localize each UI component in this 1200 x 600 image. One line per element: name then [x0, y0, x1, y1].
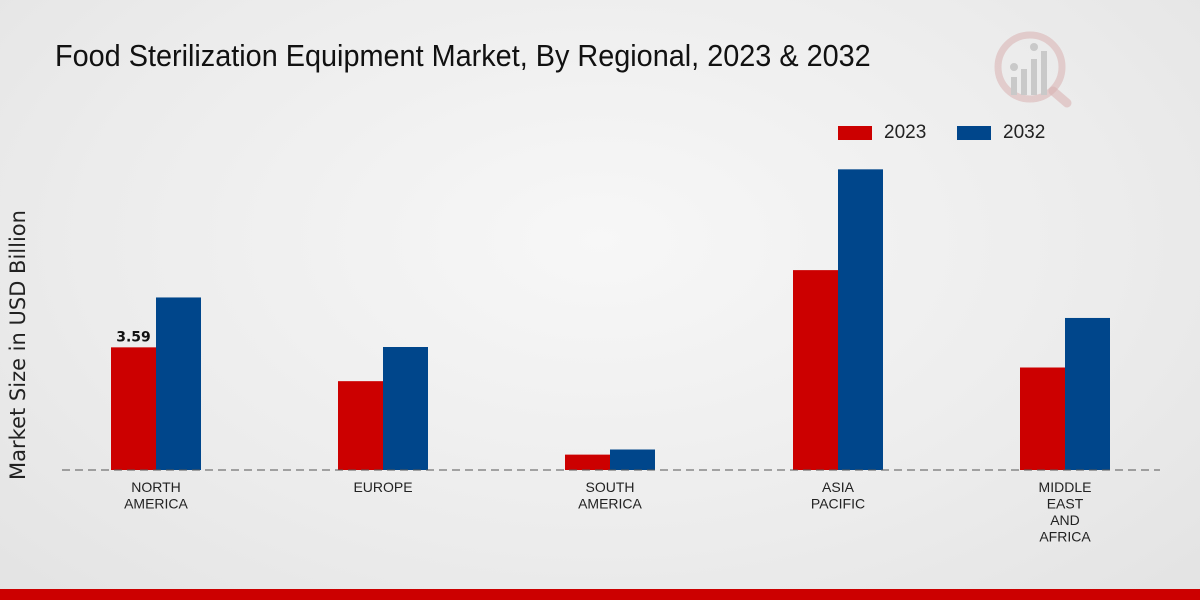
legend-item-2032: 2032: [957, 122, 1045, 144]
legend-swatch-2023: [838, 126, 872, 140]
bar-2023-4: [1020, 367, 1065, 470]
bar-2032-2: [610, 449, 655, 470]
x-tick-label-0: NORTH AMERICA: [124, 479, 188, 512]
legend-label-2023: 2023: [884, 122, 927, 143]
legend-label-2032: 2032: [1003, 122, 1046, 143]
brand-logo-icon: [994, 31, 1072, 108]
x-tick-label-3: ASIA PACIFIC: [811, 479, 865, 512]
x-tick-label-1: EUROPE: [353, 479, 412, 495]
x-tick-label-4: MIDDLE EAST AND AFRICA: [1039, 479, 1092, 545]
bar-2032-3: [838, 169, 883, 471]
legend-swatch-2032: [957, 126, 991, 140]
bar-2032-4: [1065, 317, 1110, 470]
bar-2023-0: [111, 347, 156, 470]
bar-2023-2: [565, 454, 610, 470]
legend-item-2023: 2023: [838, 122, 926, 144]
bar-2032-1: [383, 347, 428, 470]
bar-2032-0: [156, 297, 201, 470]
bar-2023-1: [338, 381, 383, 470]
x-tick-label-2: SOUTH AMERICA: [578, 479, 642, 512]
bottom-accent-bar: [0, 589, 1200, 600]
data-label-0: 3.59: [116, 329, 151, 345]
chart-title: Food Sterilization Equipment Market, By …: [55, 38, 871, 73]
bar-2023-3: [793, 270, 838, 470]
